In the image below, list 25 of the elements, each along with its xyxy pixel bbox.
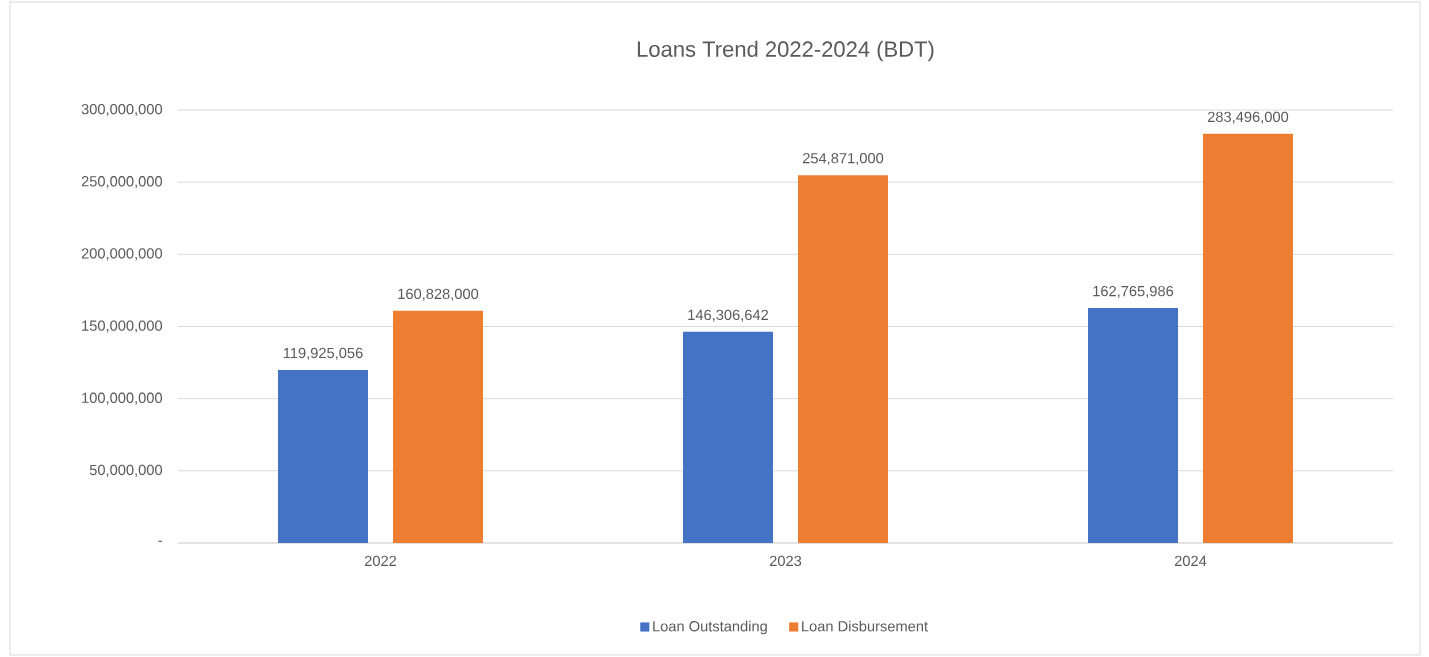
y-tick-label: - [158, 540, 162, 542]
y-tick-label: 50,000,000 [89, 464, 163, 477]
x-tick-label: 2022 [364, 555, 397, 567]
chart-title: Loans Trend 2022-2024 (BDT) [637, 40, 934, 62]
data-label: 162,765,986 [1093, 285, 1174, 299]
y-tick-label: 200,000,000 [81, 248, 163, 261]
y-tick-label: 100,000,000 [82, 392, 163, 405]
legend-label: Loan Outstanding [653, 620, 767, 635]
data-label: 283,496,000 [1207, 111, 1289, 124]
data-label: 119,925,056 [283, 347, 363, 360]
data-label: 254,871,000 [802, 152, 884, 166]
bar [393, 310, 484, 543]
bar [798, 175, 888, 543]
x-tick-label: 2023 [769, 555, 802, 567]
bar [1202, 133, 1293, 543]
y-tick-label: 300,000,000 [81, 103, 163, 117]
y-tick-label: 250,000,000 [81, 176, 163, 189]
data-label: 146,306,642 [688, 309, 769, 322]
data-label: 160,828,000 [398, 288, 479, 301]
legend-label: Loan Disbursement [802, 620, 928, 632]
bar [1088, 308, 1178, 543]
bar [683, 331, 773, 543]
y-tick-label: 150,000,000 [82, 320, 163, 333]
bar [278, 369, 369, 543]
x-tick-label: 2024 [1174, 555, 1207, 567]
